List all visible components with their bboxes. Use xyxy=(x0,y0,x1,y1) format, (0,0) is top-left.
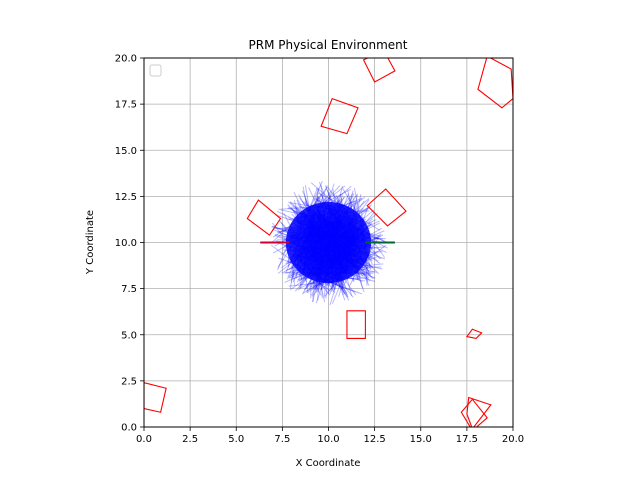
obstacle-0 xyxy=(362,58,396,83)
chart-title: PRM Physical Environment xyxy=(249,38,408,52)
obstacle-9 xyxy=(466,396,492,427)
x-tick-label-4: 10.0 xyxy=(317,434,339,445)
y-tick-label-2: 5.0 xyxy=(121,330,137,341)
x-tick-label-3: 7.5 xyxy=(274,434,290,445)
y-tick-label-5: 12.5 xyxy=(115,192,137,203)
y-axis-ticks: 0.0 2.5 5.0 7.5 10.0 12.5 15.0 17.5 20.0 xyxy=(115,54,144,434)
obstacle-1 xyxy=(477,58,513,109)
obstacle-7 xyxy=(144,382,167,413)
roadmap-core xyxy=(285,201,372,284)
x-tick-label-1: 2.5 xyxy=(182,434,198,445)
y-tick-label-0: 0.0 xyxy=(121,423,137,434)
x-tick-label-8: 20.0 xyxy=(502,434,524,445)
y-tick-label-8: 20.0 xyxy=(115,54,137,65)
y-tick-label-4: 10.0 xyxy=(115,238,137,249)
obstacles xyxy=(144,58,513,427)
y-axis-label: Y Coordinate xyxy=(85,210,96,275)
roadmap-edges xyxy=(270,181,388,306)
x-tick-label-5: 12.5 xyxy=(363,434,385,445)
x-tick-label-0: 0.0 xyxy=(136,434,152,445)
x-axis-ticks: 0.0 2.5 5.0 7.5 10.0 12.5 15.0 17.5 20.0 xyxy=(136,427,524,445)
grid-lines xyxy=(143,57,514,428)
y-tick-label-7: 17.5 xyxy=(115,100,137,111)
roadmap-edge xyxy=(322,185,341,206)
obstacle-2 xyxy=(320,97,359,135)
obstacle-8 xyxy=(460,398,488,427)
x-tick-label-7: 17.5 xyxy=(456,434,478,445)
obstacle-5 xyxy=(346,310,366,339)
y-tick-label-3: 7.5 xyxy=(121,284,137,295)
x-axis-label: X Coordinate xyxy=(296,458,361,469)
obstacle-3 xyxy=(366,188,407,227)
y-tick-label-1: 2.5 xyxy=(121,376,137,387)
y-tick-label-6: 15.0 xyxy=(115,146,137,157)
x-tick-label-2: 5.0 xyxy=(228,434,244,445)
obstacle-4 xyxy=(246,199,282,236)
legend-box xyxy=(149,64,162,77)
x-tick-label-6: 15.0 xyxy=(410,434,432,445)
obstacle-6 xyxy=(465,328,483,340)
